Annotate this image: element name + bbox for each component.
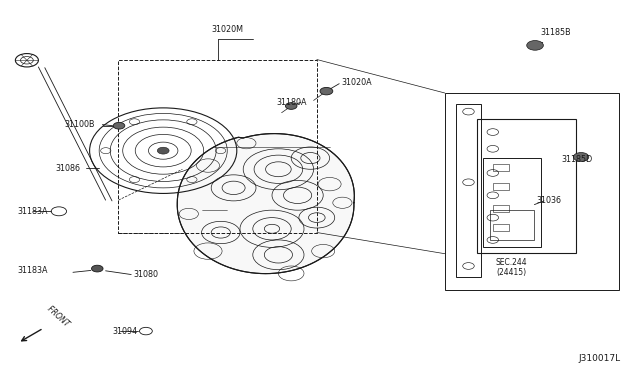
Polygon shape [177,134,355,274]
Bar [483,158,541,247]
Bar [493,183,509,190]
Bar [493,205,509,212]
Bar [445,93,619,290]
Text: 31183A: 31183A [18,207,49,216]
Text: 31020M: 31020M [211,25,243,34]
Text: 31094: 31094 [113,327,138,336]
Text: (24415): (24415) [496,267,526,276]
Bar [490,210,534,240]
Bar [493,224,509,231]
Circle shape [113,122,125,129]
Circle shape [320,87,333,95]
Circle shape [573,153,589,161]
Text: SEC.244: SEC.244 [496,258,527,267]
Text: 31086: 31086 [55,164,80,173]
Circle shape [157,147,169,154]
Text: 31180A: 31180A [276,98,307,107]
Text: FRONT: FRONT [44,302,70,328]
Text: 31185D: 31185D [561,155,593,164]
Text: 31185B: 31185B [541,28,572,37]
Bar [477,119,576,253]
Text: 31036: 31036 [536,196,561,205]
Circle shape [285,103,297,109]
Text: 31080: 31080 [133,270,158,279]
Text: J310017L: J310017L [579,354,621,363]
Bar [493,164,509,171]
Text: 31183A: 31183A [18,266,49,275]
Circle shape [527,41,543,50]
Bar [456,104,481,277]
Text: 31020A: 31020A [342,78,372,87]
Circle shape [92,265,103,272]
Text: 31100B: 31100B [64,120,95,129]
Bar [118,60,317,232]
